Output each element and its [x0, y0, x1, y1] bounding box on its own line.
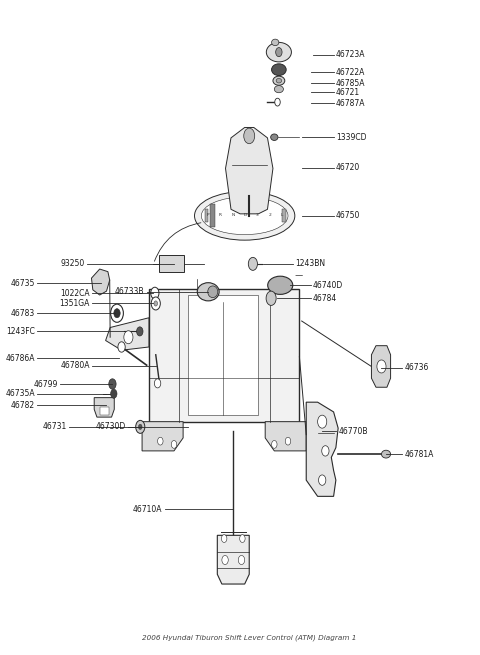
Circle shape — [110, 304, 123, 322]
Ellipse shape — [273, 76, 285, 85]
Text: L: L — [281, 213, 283, 217]
Text: 93250: 93250 — [61, 259, 85, 269]
Ellipse shape — [194, 191, 295, 240]
Text: 3: 3 — [256, 213, 259, 217]
Circle shape — [377, 360, 386, 373]
Polygon shape — [306, 402, 338, 496]
Text: 1339CD: 1339CD — [336, 133, 366, 141]
Circle shape — [109, 379, 116, 389]
Text: 46733B: 46733B — [115, 288, 144, 296]
Text: 46782: 46782 — [11, 401, 35, 410]
Ellipse shape — [266, 43, 291, 62]
Circle shape — [221, 534, 227, 542]
Text: 46735: 46735 — [11, 279, 35, 288]
Text: P: P — [207, 213, 209, 217]
Bar — [149, 289, 300, 422]
Text: 46785A: 46785A — [336, 79, 365, 88]
Polygon shape — [142, 422, 183, 451]
Bar — [188, 295, 258, 415]
Circle shape — [285, 438, 291, 445]
Polygon shape — [92, 269, 110, 295]
Text: 46786A: 46786A — [5, 354, 35, 362]
Text: 46787A: 46787A — [336, 99, 365, 108]
Bar — [204, 210, 208, 222]
Polygon shape — [226, 128, 273, 214]
Text: 46799: 46799 — [33, 379, 58, 388]
Ellipse shape — [271, 134, 278, 140]
Bar — [159, 255, 184, 272]
Circle shape — [276, 48, 282, 57]
Text: 46710A: 46710A — [133, 505, 163, 514]
Bar — [100, 407, 109, 415]
Circle shape — [157, 438, 163, 445]
Text: 1022CA: 1022CA — [60, 289, 90, 297]
Text: 46721: 46721 — [336, 88, 360, 97]
Circle shape — [136, 421, 145, 434]
Ellipse shape — [272, 64, 286, 75]
Circle shape — [322, 445, 329, 456]
Ellipse shape — [276, 79, 282, 83]
Circle shape — [171, 441, 177, 448]
Circle shape — [110, 389, 117, 398]
Polygon shape — [265, 422, 306, 451]
Ellipse shape — [274, 86, 283, 93]
Polygon shape — [372, 346, 391, 387]
Text: 46750: 46750 — [336, 212, 360, 220]
Text: 46736: 46736 — [404, 364, 429, 372]
Ellipse shape — [272, 39, 279, 46]
Circle shape — [244, 128, 255, 143]
Text: 46730D: 46730D — [96, 422, 126, 432]
Circle shape — [272, 441, 277, 448]
Text: 2: 2 — [268, 213, 271, 217]
Circle shape — [154, 301, 157, 306]
Circle shape — [124, 331, 133, 344]
Circle shape — [114, 309, 120, 318]
Circle shape — [138, 424, 142, 430]
Ellipse shape — [201, 197, 288, 234]
Bar — [282, 210, 286, 222]
Text: R: R — [219, 213, 222, 217]
Circle shape — [275, 98, 280, 106]
Polygon shape — [106, 318, 149, 350]
Text: D: D — [243, 213, 247, 217]
Ellipse shape — [208, 286, 218, 297]
Text: 1243BN: 1243BN — [295, 259, 325, 269]
Text: 1243FC: 1243FC — [6, 327, 35, 336]
Circle shape — [266, 291, 276, 305]
Text: 46781A: 46781A — [404, 449, 433, 458]
Text: 46731: 46731 — [43, 422, 67, 432]
Circle shape — [118, 342, 125, 352]
Ellipse shape — [382, 450, 391, 458]
Text: 46740D: 46740D — [313, 281, 343, 290]
Text: N: N — [231, 213, 234, 217]
Text: 46780A: 46780A — [60, 362, 90, 370]
Circle shape — [318, 415, 327, 428]
Text: 46784: 46784 — [313, 294, 337, 303]
Polygon shape — [94, 398, 114, 417]
Circle shape — [151, 297, 160, 310]
Circle shape — [155, 379, 161, 388]
Circle shape — [238, 555, 245, 565]
Text: 2006 Hyundai Tiburon Shift Lever Control (ATM) Diagram 1: 2006 Hyundai Tiburon Shift Lever Control… — [142, 634, 357, 641]
Circle shape — [319, 475, 326, 485]
Text: 46770B: 46770B — [338, 427, 368, 436]
Text: 46723A: 46723A — [336, 50, 365, 59]
Circle shape — [248, 257, 257, 271]
Polygon shape — [217, 535, 249, 584]
Ellipse shape — [197, 283, 219, 301]
Ellipse shape — [268, 276, 293, 294]
Circle shape — [222, 555, 228, 565]
Circle shape — [151, 288, 159, 299]
Text: 46783: 46783 — [11, 309, 35, 318]
Circle shape — [240, 534, 245, 542]
Text: 46735A: 46735A — [5, 389, 35, 398]
Text: 46722A: 46722A — [336, 67, 365, 77]
Circle shape — [137, 327, 143, 336]
Text: 1351GA: 1351GA — [59, 299, 90, 308]
Bar — [210, 204, 215, 227]
Text: 46720: 46720 — [336, 163, 360, 172]
